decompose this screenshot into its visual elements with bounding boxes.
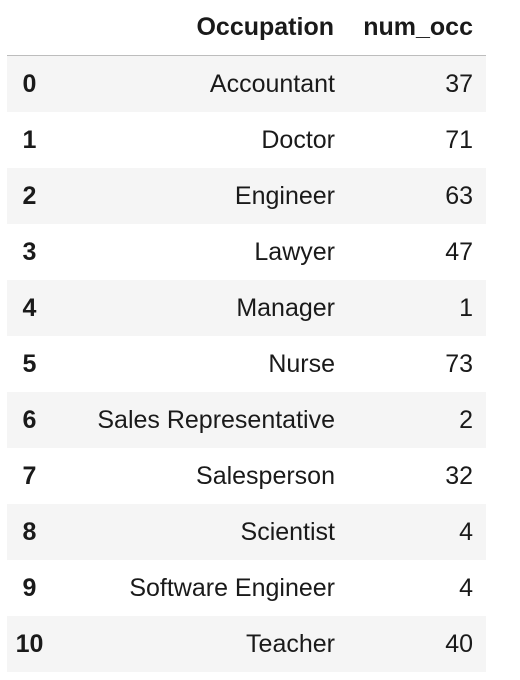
num-occ-cell: 4	[459, 517, 473, 546]
row-index: 3	[22, 237, 37, 266]
num-occ-cell: 71	[445, 125, 473, 154]
dataframe-table: Occupation num_occ 0 Accountant 37 1 Doc…	[7, 0, 486, 672]
table-row: 6 Sales Representative 2	[7, 392, 486, 448]
table-row: 10 Teacher 40	[7, 616, 486, 672]
occupation-cell: Manager	[236, 293, 335, 322]
occupation-cell: Lawyer	[254, 237, 335, 266]
index-header	[7, 0, 67, 56]
occupation-cell: Sales Representative	[97, 405, 335, 434]
row-index: 1	[22, 125, 37, 154]
num-occ-cell: 73	[445, 349, 473, 378]
num-occ-cell: 47	[445, 237, 473, 266]
table-row: 4 Manager 1	[7, 280, 486, 336]
num-occ-cell: 63	[445, 181, 473, 210]
row-index: 10	[15, 629, 44, 658]
table-row: 0 Accountant 37	[7, 55, 486, 112]
num-occ-cell: 2	[459, 405, 473, 434]
num-occ-cell: 32	[445, 461, 473, 490]
occupation-cell: Teacher	[246, 629, 335, 658]
row-index: 6	[22, 405, 37, 434]
table-row: 3 Lawyer 47	[7, 224, 486, 280]
dataframe-output: Occupation num_occ 0 Accountant 37 1 Doc…	[7, 0, 486, 672]
table-row: 9 Software Engineer 4	[7, 560, 486, 616]
row-index: 9	[22, 573, 37, 602]
row-index: 0	[22, 69, 37, 98]
num-occ-cell: 1	[459, 293, 473, 322]
num-occ-cell: 37	[445, 69, 473, 98]
occupation-cell: Accountant	[209, 69, 335, 98]
occupation-cell: Engineer	[234, 181, 335, 210]
occupation-cell: Scientist	[240, 517, 335, 546]
occupation-cell: Software Engineer	[129, 573, 335, 602]
row-index: 7	[22, 461, 37, 490]
table-row: 1 Doctor 71	[7, 112, 486, 168]
table-row: 5 Nurse 73	[7, 336, 486, 392]
num-occ-cell: 4	[459, 573, 473, 602]
occupation-header: Occupation	[67, 0, 347, 56]
table-row: 7 Salesperson 32	[7, 448, 486, 504]
row-index: 4	[22, 293, 37, 322]
occupation-cell: Salesperson	[196, 461, 335, 490]
occupation-cell: Doctor	[261, 125, 335, 154]
table-row: 8 Scientist 4	[7, 504, 486, 560]
row-index: 2	[22, 181, 37, 210]
row-index: 8	[22, 517, 37, 546]
table-row: 2 Engineer 63	[7, 168, 486, 224]
header-row: Occupation num_occ	[7, 0, 486, 56]
row-index: 5	[22, 349, 37, 378]
num-occ-cell: 40	[445, 629, 473, 658]
num-occ-header: num_occ	[347, 0, 486, 56]
occupation-cell: Nurse	[268, 349, 335, 378]
